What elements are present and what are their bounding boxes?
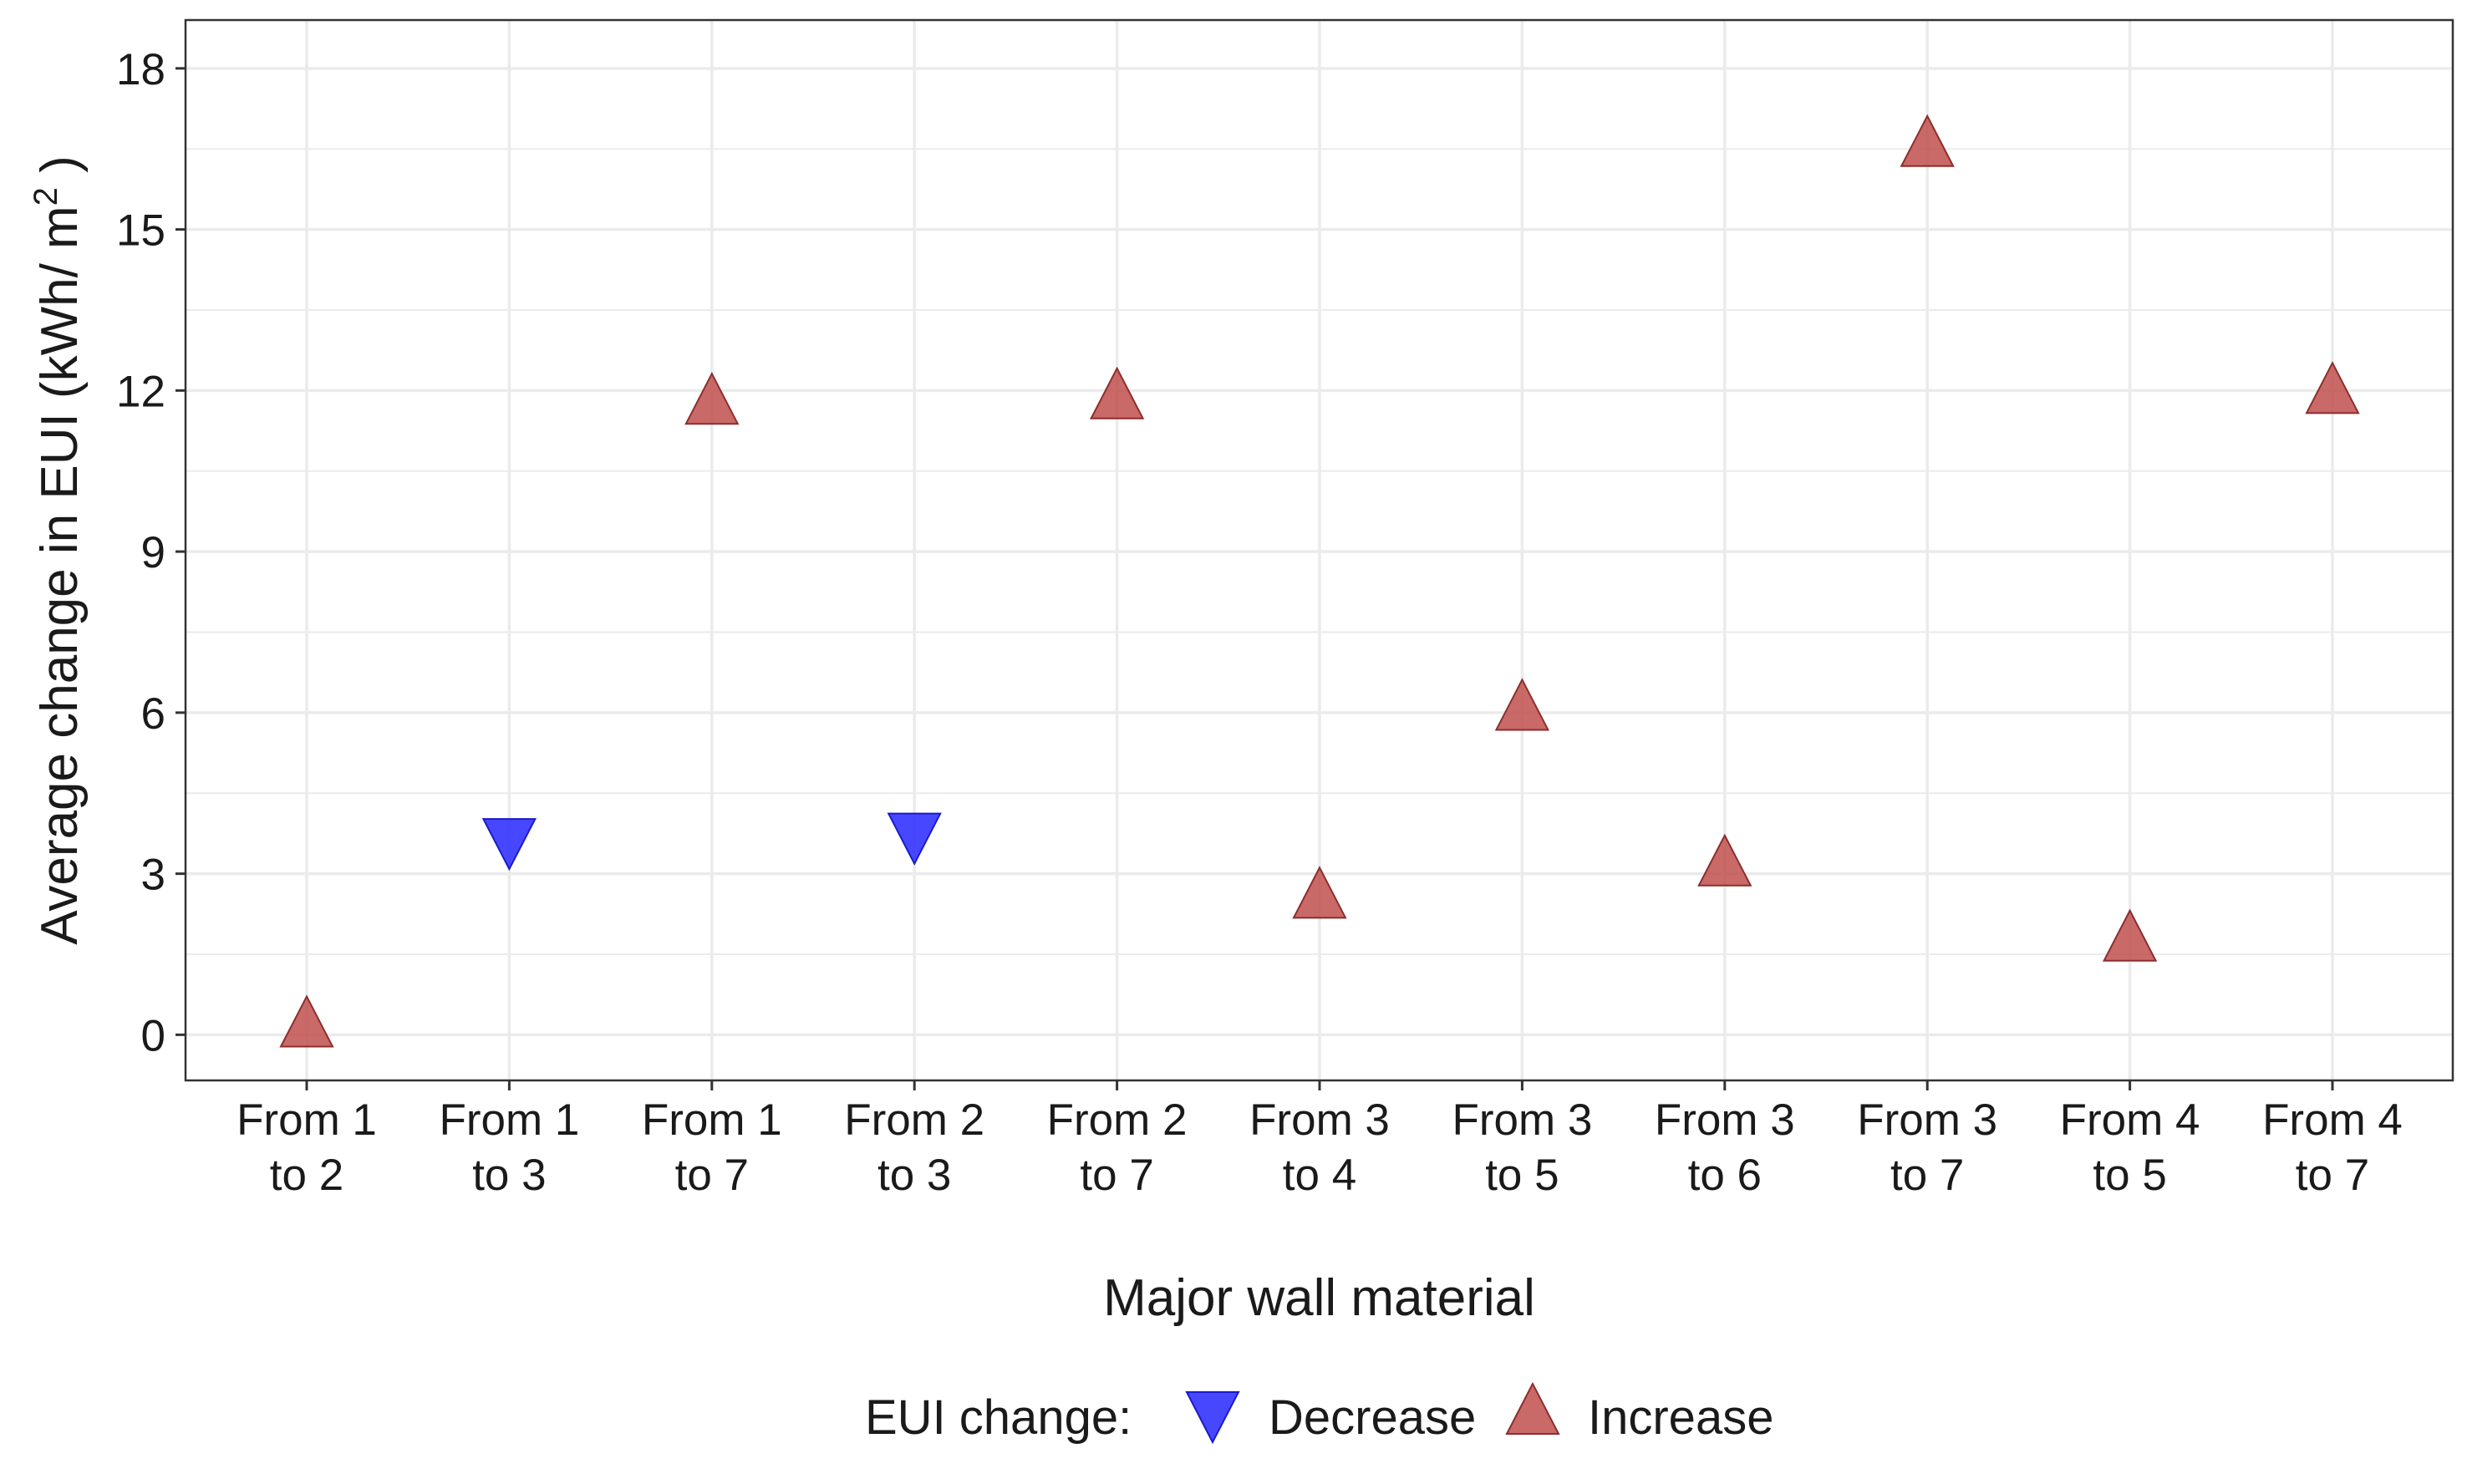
- y-tick-label: 3: [141, 851, 165, 900]
- x-tick-label-line: From 1: [642, 1095, 782, 1145]
- x-tick-label: From 2 to 3: [844, 1095, 984, 1200]
- x-tick-label: From 4 to 7: [2262, 1095, 2403, 1200]
- x-tick-label-line: to 2: [270, 1151, 343, 1200]
- x-tick-label-line: From 3: [1249, 1095, 1390, 1145]
- x-tick-label-line: to 7: [1890, 1151, 1964, 1200]
- x-tick-label-line: From 3: [1655, 1095, 1795, 1145]
- point-increase: [684, 372, 740, 425]
- x-tick-label-line: to 7: [1080, 1151, 1153, 1200]
- y-axis-title-superscript: 2: [28, 187, 64, 206]
- x-tick-label-line: to 5: [1485, 1151, 1559, 1200]
- y-axis-title-close: ): [31, 155, 89, 187]
- legend-key-decrease: [1185, 1391, 1240, 1445]
- grid-layer: [186, 20, 2453, 1080]
- point-increase: [279, 994, 334, 1048]
- x-tick-label-line: From 1: [439, 1095, 579, 1145]
- x-tick-label: From 1 to 2: [237, 1095, 377, 1200]
- point-increase: [2102, 908, 2158, 962]
- point-increase: [1697, 833, 1752, 887]
- x-tick-label-line: From 2: [844, 1095, 984, 1145]
- y-tick-label: 0: [141, 1011, 165, 1060]
- axis-layer: 0 3 6 9 12 15 18 From 1 to 2 From 1 to 3 From 1 to 7…: [116, 45, 2403, 1200]
- point-increase: [2305, 361, 2360, 414]
- point-decrease: [887, 812, 942, 866]
- legend-key-increase: [1505, 1381, 1560, 1435]
- y-tick-label: 9: [141, 528, 165, 577]
- x-tick-label: From 1 to 7: [642, 1095, 782, 1200]
- x-tick-label: From 4 to 5: [2060, 1095, 2200, 1200]
- y-tick-label: 15: [116, 206, 165, 256]
- point-increase: [1900, 114, 1955, 167]
- point-increase: [1292, 866, 1347, 919]
- y-axis-title-main: Average change in EUI (kWh/ m: [31, 206, 89, 944]
- x-tick-label-line: From 3: [1452, 1095, 1592, 1145]
- x-tick-label: From 2 to 7: [1047, 1095, 1188, 1200]
- x-tick-label-line: to 4: [1283, 1151, 1356, 1200]
- x-tick-label-line: From 2: [1047, 1095, 1188, 1145]
- x-tick-label-line: to 3: [877, 1151, 951, 1200]
- x-tick-label: From 3 to 4: [1249, 1095, 1390, 1200]
- x-tick-label-line: to 3: [472, 1151, 546, 1200]
- x-tick-label-line: From 4: [2262, 1095, 2403, 1145]
- x-tick-label-line: to 7: [2296, 1151, 2369, 1200]
- point-decrease: [481, 818, 537, 872]
- x-axis-title: Major wall material: [1103, 1269, 1535, 1327]
- x-tick-label: From 3 to 7: [1857, 1095, 1997, 1200]
- x-tick-label-line: From 1: [237, 1095, 377, 1145]
- y-tick-label: 18: [116, 45, 165, 94]
- x-tick-label-line: From 3: [1857, 1095, 1997, 1145]
- y-tick-label: 6: [141, 689, 165, 739]
- point-increase: [1494, 678, 1550, 731]
- legend-label-increase: Increase: [1588, 1390, 1773, 1445]
- x-tick-label-line: From 4: [2060, 1095, 2200, 1145]
- legend-title: EUI change:: [865, 1390, 1132, 1445]
- x-tick-label: From 3 to 5: [1452, 1095, 1592, 1200]
- x-tick-label: From 1 to 3: [439, 1095, 579, 1200]
- x-tick-label-line: to 5: [2093, 1151, 2166, 1200]
- marks-layer: [279, 114, 2360, 1048]
- x-tick-label: From 3 to 6: [1655, 1095, 1795, 1200]
- legend-label-decrease: Decrease: [1269, 1390, 1476, 1445]
- point-increase: [1089, 366, 1145, 419]
- y-axis-title: Average change in EUI (kWh/ m2 ): [28, 155, 89, 945]
- x-tick-label-line: to 7: [675, 1151, 749, 1200]
- y-tick-label: 12: [116, 367, 165, 416]
- x-tick-label-line: to 6: [1688, 1151, 1762, 1200]
- legend: EUI change: Decrease Increase: [865, 1381, 1773, 1445]
